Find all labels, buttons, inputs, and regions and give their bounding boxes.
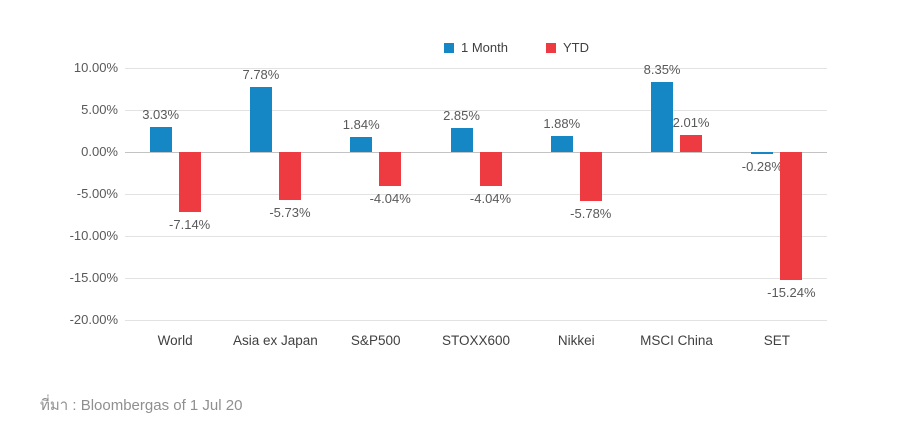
- legend-label-1-month: 1 Month: [461, 40, 508, 55]
- y-tick-label-10-00: -10.00%: [69, 228, 118, 243]
- bar-1-month-set: [751, 152, 774, 155]
- bar-ytd-asia-ex-japan: [278, 152, 301, 201]
- bar-1-month-nikkei: [550, 136, 573, 152]
- value-label-ytd-world: -7.14%: [169, 216, 211, 232]
- value-label-ytd-stoxx600: -4.04%: [469, 190, 512, 206]
- value-label-ytd-nikkei: -5.78%: [570, 205, 612, 221]
- bar-ytd-s-p500: [379, 152, 402, 186]
- value-label-1-month-msci-china: 8.35%: [643, 61, 681, 77]
- bar-ytd-msci-china: [680, 135, 703, 152]
- legend-label-ytd: YTD: [562, 40, 589, 55]
- bar-1-month-msci-china: [651, 81, 674, 152]
- source-note: ที่มา : Bloombergas of 1 Jul 20: [40, 397, 243, 414]
- chart-legend: 1 Month YTD: [444, 40, 589, 55]
- category-label-world: World: [157, 333, 193, 348]
- y-tick-label-15-00: -15.00%: [69, 270, 118, 285]
- bar-1-month-world: [149, 126, 172, 152]
- y-tick-label-10-00: 10.00%: [73, 60, 118, 75]
- category-label-set: SET: [763, 333, 790, 348]
- bar-1-month-stoxx600: [450, 128, 473, 152]
- category-label-asia-ex-japan: Asia ex Japan: [233, 333, 318, 348]
- gridline-5-00: [125, 110, 827, 111]
- value-label-1-month-asia-ex-japan: 7.78%: [242, 66, 280, 82]
- bar-1-month-asia-ex-japan: [249, 86, 272, 152]
- legend-item-ytd: YTD: [545, 40, 589, 55]
- y-tick-label-5-00: -5.00%: [76, 186, 118, 201]
- y-tick-label-0-00: 0.00%: [81, 144, 118, 159]
- gridline-5-00: [125, 194, 827, 195]
- category-label-s-p500: S&P500: [350, 333, 401, 348]
- value-label-1-month-nikkei: 1.88%: [543, 116, 581, 132]
- bar-ytd-world: [178, 152, 201, 212]
- value-label-ytd-s-p500: -4.04%: [369, 190, 411, 206]
- category-label-msci-china: MSCI China: [640, 333, 713, 348]
- value-label-1-month-world: 3.03%: [142, 106, 180, 122]
- plot-area: 3.03% -7.14% World 7.78% -5.73% Asia ex Japan…: [125, 62, 827, 348]
- value-label-1-month-set: -0.28%: [741, 159, 783, 175]
- gridline-0-00: [125, 152, 827, 153]
- gridline-10-00: [125, 68, 827, 69]
- value-label-1-month-stoxx600: 2.85%: [443, 108, 480, 124]
- bar-ytd-set: [780, 152, 803, 281]
- value-label-ytd-set: -15.24%: [767, 285, 816, 301]
- gridline-20-00: [125, 320, 827, 321]
- value-label-1-month-s-p500: 1.84%: [342, 116, 380, 132]
- legend-item-1-month: 1 Month: [444, 40, 508, 55]
- gridline-15-00: [125, 278, 827, 279]
- y-tick-label-20-00: -20.00%: [69, 312, 118, 327]
- gridline-10-00: [125, 236, 827, 237]
- ytd-swatch-icon: [545, 42, 556, 53]
- category-label-nikkei: Nikkei: [557, 333, 595, 348]
- value-label-ytd-asia-ex-japan: -5.73%: [269, 205, 311, 221]
- bar-ytd-nikkei: [579, 152, 602, 201]
- category-label-stoxx600: STOXX600: [441, 333, 511, 348]
- y-tick-label-5-00: 5.00%: [81, 102, 118, 117]
- 1-month-swatch-icon: [444, 42, 454, 53]
- value-label-ytd-msci-china: 2.01%: [672, 115, 710, 131]
- y-axis: 10.00% 5.00% 0.00% -5.00% -10.00% -15.00% -20.…: [0, 60, 118, 327]
- bar-1-month-s-p500: [350, 136, 373, 152]
- bar-ytd-stoxx600: [479, 152, 502, 186]
